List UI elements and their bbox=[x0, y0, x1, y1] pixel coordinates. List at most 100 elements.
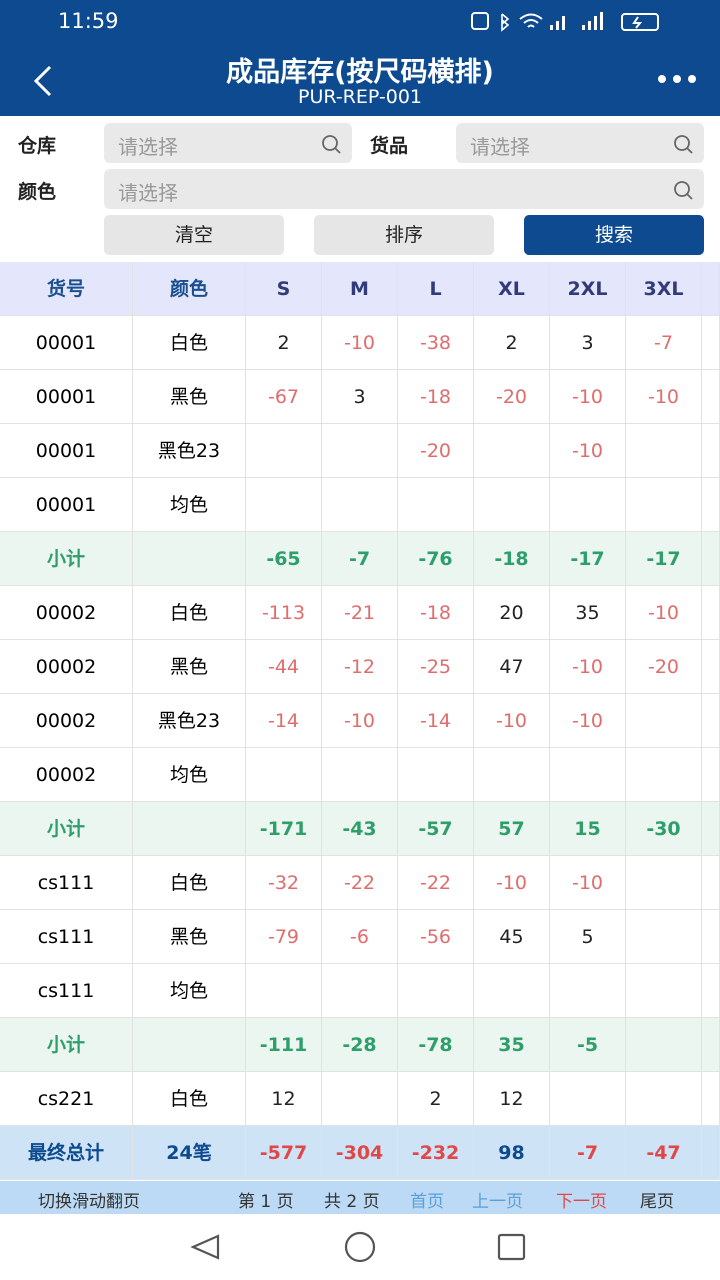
cell bbox=[702, 694, 720, 748]
size-qty bbox=[626, 910, 702, 964]
cell bbox=[702, 856, 720, 910]
goods-select[interactable]: 请选择 bbox=[456, 123, 704, 163]
size-qty: -56 bbox=[398, 910, 474, 964]
item-color: 均色 bbox=[133, 748, 246, 802]
cell bbox=[702, 748, 720, 802]
size-qty: -7 bbox=[626, 316, 702, 370]
search-button[interactable]: 搜索 bbox=[524, 215, 704, 255]
placeholder: 请选择 bbox=[118, 181, 178, 205]
size-qty: -5 bbox=[550, 1018, 626, 1072]
size-qty: 15 bbox=[550, 802, 626, 856]
clear-button[interactable]: 清空 bbox=[104, 215, 284, 255]
size-qty: -22 bbox=[322, 856, 398, 910]
item-color: 白色 bbox=[133, 856, 246, 910]
nav-recent[interactable] bbox=[497, 1233, 526, 1261]
cell bbox=[702, 532, 720, 586]
data-row: 00002 均色 bbox=[0, 748, 720, 802]
cell bbox=[702, 640, 720, 694]
cell bbox=[702, 424, 720, 478]
size-qty: -171 bbox=[246, 802, 322, 856]
cell bbox=[702, 802, 720, 856]
back-button[interactable] bbox=[28, 64, 58, 98]
size-qty: -10 bbox=[626, 586, 702, 640]
size-qty: 3 bbox=[322, 370, 398, 424]
column-header: L bbox=[398, 262, 474, 316]
more-button[interactable] bbox=[656, 72, 698, 86]
size-qty: -44 bbox=[246, 640, 322, 694]
size-qty: -28 bbox=[322, 1018, 398, 1072]
subtotal-row: 小计 -111 -28 -78 35 -5 bbox=[0, 1018, 720, 1072]
size-qty: -113 bbox=[246, 586, 322, 640]
item-color: 黑色23 bbox=[133, 694, 246, 748]
size-qty bbox=[626, 748, 702, 802]
size-qty bbox=[474, 964, 550, 1018]
size-qty: -111 bbox=[246, 1018, 322, 1072]
column-header: 3XL bbox=[626, 262, 702, 316]
last-page[interactable]: 尾页 bbox=[640, 1192, 674, 1212]
size-qty: 2 bbox=[246, 316, 322, 370]
size-qty: -10 bbox=[550, 856, 626, 910]
size-qty bbox=[474, 478, 550, 532]
data-row: 00001 白色 2 -10 -38 2 3 -7 bbox=[0, 316, 720, 370]
sort-button[interactable]: 排序 bbox=[314, 215, 494, 255]
color-select[interactable]: 请选择 bbox=[104, 169, 704, 209]
size-qty: -10 bbox=[474, 694, 550, 748]
size-qty: 35 bbox=[550, 586, 626, 640]
size-qty: -18 bbox=[398, 586, 474, 640]
size-qty: 2 bbox=[474, 316, 550, 370]
size-qty bbox=[322, 1072, 398, 1126]
size-qty bbox=[474, 748, 550, 802]
size-qty bbox=[322, 478, 398, 532]
size-qty: 57 bbox=[474, 802, 550, 856]
size-qty bbox=[322, 424, 398, 478]
toggle-swipe[interactable]: 切换滑动翻页 bbox=[38, 1192, 140, 1212]
item-code: 00001 bbox=[0, 424, 133, 478]
placeholder: 请选择 bbox=[470, 135, 530, 159]
size-qty bbox=[626, 424, 702, 478]
app-header: 11:59 成品库存(按尺码横排) PUR-REP-001 bbox=[0, 0, 720, 116]
filter-label: 货品 bbox=[370, 135, 409, 157]
item-code: 小计 bbox=[0, 1018, 133, 1072]
total-qty: -232 bbox=[398, 1126, 474, 1180]
item-color: 黑色 bbox=[133, 370, 246, 424]
placeholder: 请选择 bbox=[118, 135, 178, 159]
size-qty bbox=[246, 748, 322, 802]
total-qty: -47 bbox=[626, 1126, 702, 1180]
total-qty: 98 bbox=[474, 1126, 550, 1180]
item-color: 白色 bbox=[133, 316, 246, 370]
size-qty bbox=[474, 424, 550, 478]
next-page[interactable]: 下一页 bbox=[556, 1192, 607, 1212]
size-qty: -20 bbox=[398, 424, 474, 478]
size-qty: -21 bbox=[322, 586, 398, 640]
item-code: 00002 bbox=[0, 694, 133, 748]
size-qty: -12 bbox=[322, 640, 398, 694]
item-code: 00002 bbox=[0, 640, 133, 694]
total-label: 最终总计 bbox=[0, 1126, 133, 1180]
data-row: 00001 均色 bbox=[0, 478, 720, 532]
size-qty: -6 bbox=[322, 910, 398, 964]
size-qty: -10 bbox=[550, 640, 626, 694]
data-row: cs111 均色 bbox=[0, 964, 720, 1018]
warehouse-select[interactable]: 请选择 bbox=[104, 123, 352, 163]
size-qty bbox=[550, 478, 626, 532]
size-qty bbox=[626, 1018, 702, 1072]
size-qty: -10 bbox=[322, 694, 398, 748]
column-header: 颜色 bbox=[133, 262, 246, 316]
nav-home[interactable] bbox=[344, 1231, 376, 1263]
cell bbox=[702, 586, 720, 640]
subtotal-row: 小计 -65 -7 -76 -18 -17 -17 bbox=[0, 532, 720, 586]
search-icon bbox=[674, 135, 693, 154]
size-qty bbox=[246, 424, 322, 478]
size-qty: -79 bbox=[246, 910, 322, 964]
nav-back[interactable] bbox=[190, 1234, 220, 1260]
item-color bbox=[133, 802, 246, 856]
size-qty: -10 bbox=[322, 316, 398, 370]
size-qty: 2 bbox=[398, 1072, 474, 1126]
size-qty: -10 bbox=[550, 694, 626, 748]
first-page[interactable]: 首页 bbox=[410, 1192, 444, 1212]
cell bbox=[702, 1126, 720, 1180]
prev-page[interactable]: 上一页 bbox=[472, 1192, 523, 1212]
size-qty: -65 bbox=[246, 532, 322, 586]
cell bbox=[702, 262, 720, 316]
size-qty: -17 bbox=[550, 532, 626, 586]
